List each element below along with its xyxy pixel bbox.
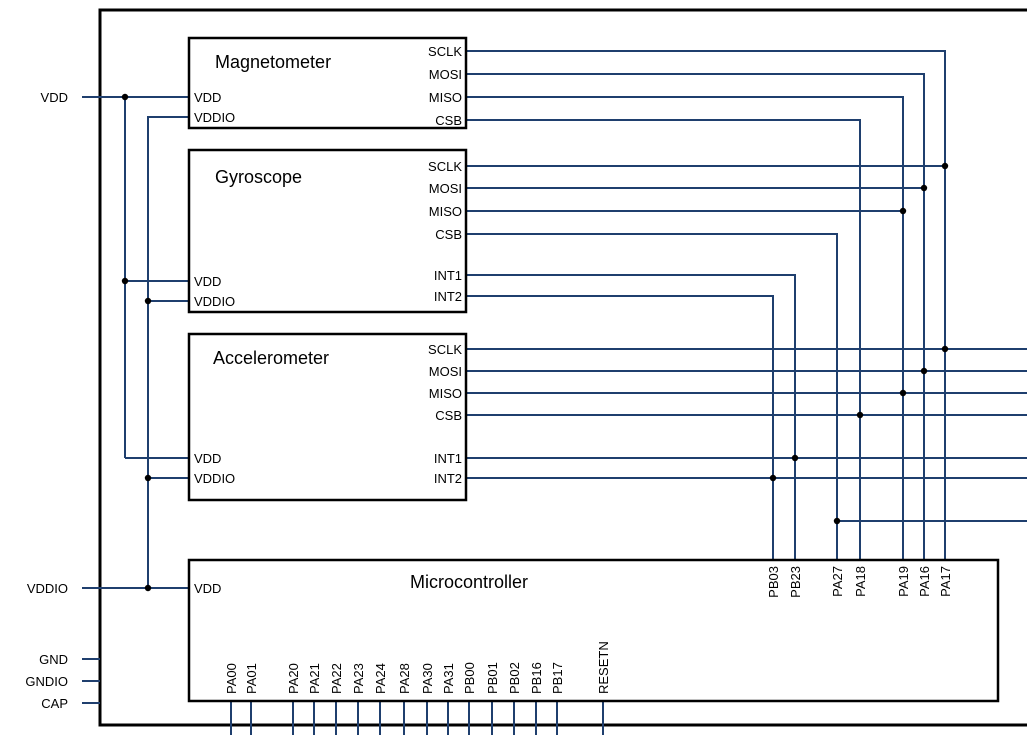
- junction-dot: [899, 389, 907, 397]
- external-pin-cap: CAP: [41, 696, 68, 711]
- mcu-pin-label: PA24: [373, 663, 388, 694]
- gyroscope-pin-vddio: VDDIO: [194, 294, 235, 309]
- accelerometer-block: Accelerometer VDD VDDIO SCLK MOSI MISO C…: [187, 332, 468, 502]
- external-pin-vdd: VDD: [41, 90, 68, 105]
- microcontroller-block: Microcontroller VDD PB03 PB23 PA27 PA18 PA19…: [187, 558, 1000, 703]
- gyroscope-pin-int2: INT2: [434, 289, 462, 304]
- junction-dot: [833, 517, 841, 525]
- gyroscope-pin-miso: MISO: [429, 204, 462, 219]
- mag-miso-wire: [466, 96, 904, 560]
- magnetometer-pin-miso: MISO: [429, 90, 462, 105]
- accelerometer-box: [187, 332, 468, 502]
- mcu-pin-label: PB03: [766, 566, 781, 598]
- mcu-pin-label: PA31: [441, 663, 456, 694]
- junction-dot: [899, 207, 907, 215]
- mcu-pin-label: PB23: [788, 566, 803, 598]
- mcu-bottom-pin-labels: PA00 PA01 PA20 PA21 PA22 PA23 PA24 PA28 PA30 PA31…: [224, 641, 611, 694]
- mcu-pin-label: PA00: [224, 663, 239, 694]
- vddio-rail: [147, 116, 190, 588]
- gyroscope-pin-vdd: VDD: [194, 274, 221, 289]
- mag-sclk-wire: [466, 50, 946, 560]
- external-pin-labels: VDD VDDIO GND GNDIO CAP: [25, 90, 68, 711]
- mcu-top-pin-labels: PB03 PB23 PA27 PA18 PA19 PA16 PA17: [766, 566, 953, 598]
- mag-mosi-wire: [466, 73, 925, 560]
- mag-csb-wire: [466, 119, 861, 560]
- junction-dot: [121, 277, 129, 285]
- mcu-pin-label: PA23: [351, 663, 366, 694]
- microcontroller-pin-vdd: VDD: [194, 581, 221, 596]
- module-border: [98, 8, 1027, 727]
- gyroscope-pin-sclk: SCLK: [428, 159, 462, 174]
- mcu-pin-label: PB17: [550, 662, 565, 694]
- magnetometer-box: [187, 36, 468, 130]
- mcu-pin-label: PA01: [244, 663, 259, 694]
- gyroscope-pin-csb: CSB: [435, 227, 462, 242]
- accelerometer-title: Accelerometer: [213, 348, 329, 368]
- accelerometer-pin-vddio: VDDIO: [194, 471, 235, 486]
- junction-dot: [144, 474, 152, 482]
- gyro-int2-wire: [466, 295, 774, 560]
- junction-dot: [121, 93, 129, 101]
- junction-dot: [769, 474, 777, 482]
- mcu-pin-label: PB02: [507, 662, 522, 694]
- junctions: [121, 93, 949, 592]
- magnetometer-block: Magnetometer VDD VDDIO SCLK MOSI MISO CS…: [187, 36, 468, 130]
- gyroscope-block: Gyroscope VDD VDDIO SCLK MOSI MISO CSB I…: [187, 148, 468, 314]
- mcu-pin-label: PA21: [307, 663, 322, 694]
- mcu-pin-label: PA30: [420, 663, 435, 694]
- accelerometer-pin-miso: MISO: [429, 386, 462, 401]
- junction-dot: [791, 454, 799, 462]
- gyroscope-pin-mosi: MOSI: [429, 181, 462, 196]
- mcu-pin-label: PA27: [830, 566, 845, 597]
- junction-dot: [920, 184, 928, 192]
- gyroscope-pin-int1: INT1: [434, 268, 462, 283]
- mcu-pin-label: PA19: [896, 566, 911, 597]
- mcu-pin-label: PB01: [485, 662, 500, 694]
- mcu-pin-label: PB16: [529, 662, 544, 694]
- mcu-pin-label: PA16: [917, 566, 932, 597]
- microcontroller-title: Microcontroller: [410, 572, 528, 592]
- accelerometer-pin-mosi: MOSI: [429, 364, 462, 379]
- accelerometer-pin-int1: INT1: [434, 451, 462, 466]
- accelerometer-pin-int2: INT2: [434, 471, 462, 486]
- gyroscope-title: Gyroscope: [215, 167, 302, 187]
- external-pin-gndio: GNDIO: [25, 674, 68, 689]
- external-pin-gnd: GND: [39, 652, 68, 667]
- junction-dot: [856, 411, 864, 419]
- magnetometer-title: Magnetometer: [215, 52, 331, 72]
- gyroscope-box: [187, 148, 468, 314]
- junction-dot: [920, 367, 928, 375]
- external-pin-vddio: VDDIO: [27, 581, 68, 596]
- mcu-pin-label: PA18: [853, 566, 868, 597]
- gyro-int1-wire: [466, 274, 796, 560]
- mcu-pin-label: PA22: [329, 663, 344, 694]
- junction-dot: [144, 297, 152, 305]
- magnetometer-pin-sclk: SCLK: [428, 44, 462, 59]
- junction-dot: [941, 345, 949, 353]
- junction-dot: [941, 162, 949, 170]
- mcu-pin-label: PB00: [462, 662, 477, 694]
- mcu-pin-label: RESETN: [596, 641, 611, 694]
- magnetometer-pin-vdd: VDD: [194, 90, 221, 105]
- magnetometer-pin-mosi: MOSI: [429, 67, 462, 82]
- microcontroller-box: [187, 558, 1000, 703]
- mcu-pin-label: PA20: [286, 663, 301, 694]
- accelerometer-pin-vdd: VDD: [194, 451, 221, 466]
- gyro-csb-wire: [466, 233, 838, 560]
- magnetometer-pin-csb: CSB: [435, 113, 462, 128]
- magnetometer-pin-vddio: VDDIO: [194, 110, 235, 125]
- accelerometer-pin-csb: CSB: [435, 408, 462, 423]
- junction-dot: [144, 584, 152, 592]
- wires: [82, 50, 1027, 735]
- mcu-pin-label: PA28: [397, 663, 412, 694]
- mcu-pin-label: PA17: [938, 566, 953, 597]
- mcu-bottom-pin-wires: [230, 701, 604, 735]
- accelerometer-pin-sclk: SCLK: [428, 342, 462, 357]
